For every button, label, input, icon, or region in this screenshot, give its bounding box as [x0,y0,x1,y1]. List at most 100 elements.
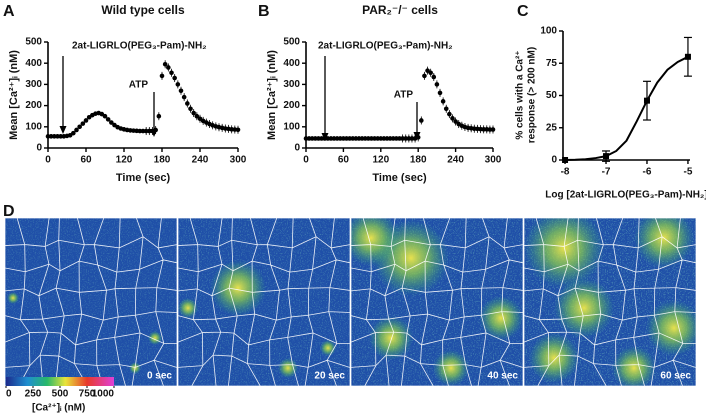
image-frame: 40 sec [351,218,523,386]
calcium-signal [178,298,198,318]
annotation: ATP [129,80,149,91]
annotation: 2at-LIGRLO(PEG₃-Pam)-NH₂ [318,41,453,52]
y-tick-label: 0 [294,143,300,154]
calcium-signal [369,316,413,360]
colorbar-tick-label: 500 [52,389,69,400]
y-tick-label: 0 [551,155,557,166]
data-point [440,99,446,104]
image-content [351,218,523,386]
data-point [415,135,421,140]
image-frame: 60 sec [524,218,696,386]
calcium-signal [7,292,19,304]
data-point [147,128,152,134]
calcium-signal [554,278,614,338]
calcium-signal [433,350,469,386]
data-point [437,90,443,96]
data-point [178,88,184,94]
panel-letter: D [3,203,15,220]
arrow-head [59,126,67,134]
data-point [143,128,149,134]
data-point [562,157,569,163]
data-point [169,70,174,76]
data-point [453,119,458,124]
x-tick-label: 240 [192,155,209,166]
cell-outlines [524,218,696,386]
data-point [684,53,691,60]
data-point [45,134,51,139]
data-point [159,73,165,79]
image-frame: 0 sec [5,218,177,386]
data-point [140,128,146,134]
x-tick-label: 0 [45,155,51,166]
data-point [83,118,89,123]
y-tick-label: 25 [546,122,558,133]
colorbar-tick-label: 0 [6,389,12,400]
y-tick-label: 500 [25,37,42,48]
colorbar-label: [Ca²⁺]ᵢ (nM) [32,403,85,414]
data-point [74,127,79,133]
y-tick-label: 75 [546,58,558,69]
y-tick-label: 300 [25,79,42,90]
y-tick-label: 400 [25,58,42,69]
data-point [77,124,82,130]
frame-time: 0 sec [147,371,172,382]
panel-letter: B [258,3,270,20]
cell-outlines [178,218,350,386]
calcium-signal [479,296,523,340]
x-tick-label: -5 [683,167,692,178]
data-point [166,65,171,70]
image-speckle [5,218,177,386]
calcium-signal [646,300,696,356]
data-point [109,120,114,125]
image-content [524,218,696,386]
data-point [48,134,54,139]
y-tick-label: 200 [283,100,300,111]
data-point [55,134,60,139]
chart-title: PAR₂⁻/⁻ cells [362,3,438,17]
y-tick-label: 100 [25,121,42,132]
data-point [188,106,193,112]
calcium-signal [612,346,656,386]
data-point [191,110,196,116]
data-point [185,101,190,106]
x-axis-label: Time (sec) [372,172,427,184]
y-tick-label: 400 [283,58,300,69]
x-tick-label: 120 [116,155,133,166]
y-tick-label: 50 [546,90,558,101]
y-tick-label: 100 [283,121,300,132]
colorbar-tick-label: 750 [79,389,96,400]
data-point [450,116,455,121]
cell-outlines [5,218,177,386]
x-tick-label: 300 [230,155,247,166]
x-tick-label: 0 [303,155,309,166]
y-axis-label: Mean [Ca²⁺]ᵢ (nM) [8,50,20,140]
calcium-signal [148,331,162,345]
image-content [178,218,350,386]
x-tick-label: 180 [154,155,171,166]
data-point [175,82,181,87]
frame-time: 60 sec [660,371,691,382]
fit-curve [565,55,689,161]
data-point [603,153,610,160]
image-content [5,218,177,386]
data-point [181,94,187,100]
x-tick-label: -8 [561,167,570,178]
y-tick-label: 200 [25,100,42,111]
annotation: 2at-LIGRLO(PEG₃-Pam)-NH₂ [72,41,207,52]
calcium-signal [278,358,298,378]
data-point [71,130,76,136]
data-point [102,113,108,119]
y-tick-label: 0 [36,143,42,154]
y-axis-label: % cells with a Ca²⁺ [515,50,526,139]
x-tick-label: -6 [643,167,652,178]
data-point [194,113,200,119]
y-tick-label: 500 [283,37,300,48]
data-point [428,70,433,76]
calcium-signal [351,218,399,266]
data-point [156,113,162,119]
x-axis-label: Time (sec) [116,172,171,184]
cell-outlines [351,218,523,386]
x-tick-label: 60 [80,155,92,166]
x-axis-label: Log [2at-LIGRLO(PEG₃-Pam)-NH₂] [545,190,706,201]
